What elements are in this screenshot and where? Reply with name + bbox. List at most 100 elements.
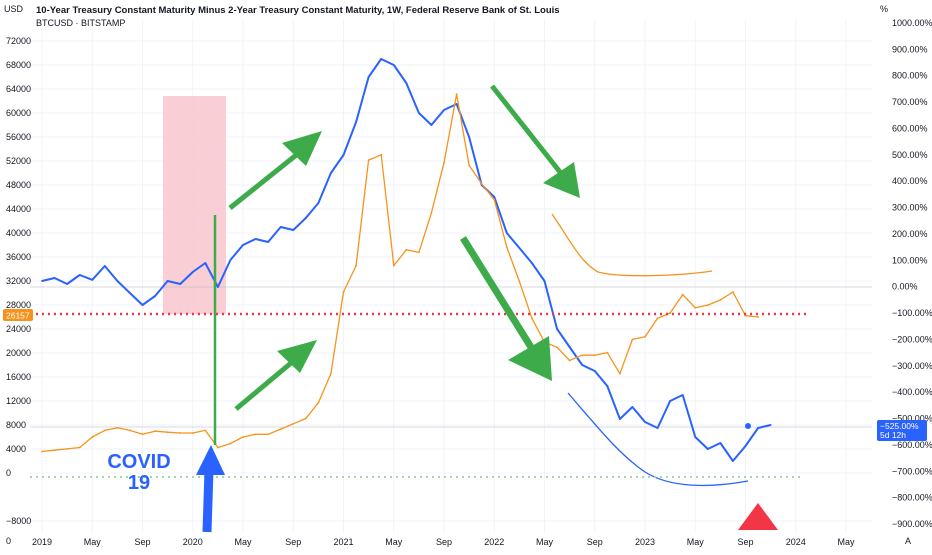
series-1-point [103,429,106,432]
left-tick-label: 20000 [6,348,31,358]
series-0-point [405,82,408,84]
series-0-point [166,280,169,282]
right-tick-label: 0.00% [892,282,918,292]
series-1-point [116,426,119,429]
series-1-point [78,446,81,449]
series-1-point [719,299,722,301]
series-1-point [179,432,182,434]
green-arrow-up-2 [234,340,317,411]
series-0-point [304,217,307,219]
series-1-point [91,436,94,438]
series-0-point [141,304,144,306]
percent-badge: −525.00% 5d 12h [877,420,927,441]
series-1-point [304,417,307,420]
x-tick-label: Sep [134,537,150,547]
series-1-point [191,432,194,434]
blue-arrow-up [196,445,225,533]
right-percent-axis[interactable]: 1000.00% 900.00% 800.00% 700.00% 600.00% 500.… [892,18,932,529]
series-0-point [581,364,584,366]
right-tick-label: −300.00% [892,361,932,371]
series-1-point [757,316,759,318]
green-arrow-up-1 [228,131,322,210]
left-tick-label: 72000 [6,36,31,46]
series-0-point [41,280,43,282]
left-tick-label: 44000 [6,204,31,214]
time-axis[interactable]: 2019 May Sep 2020 May Sep 2021 May Sep 2022 May Sep… [32,537,855,547]
right-tick-label: 900.00% [892,44,928,54]
series-0-point [568,346,571,348]
series-0-point [769,424,772,426]
x-tick-label: Sep [587,537,603,547]
x-tick-label: Sep [436,537,452,547]
left-price-axis[interactable]: 72000 68000 64000 60000 56000 52000 48000 44000… [6,36,31,526]
series-0-point [493,196,496,198]
right-tick-label: −400.00% [892,387,932,397]
series-0-point [154,295,157,297]
series-1-point [204,429,207,432]
series-1-point [418,251,420,254]
series-1-point [254,433,257,436]
left-axis-unit: USD [4,4,24,14]
right-tick-label: 700.00% [892,97,928,107]
series-0-point [593,370,596,372]
series-1-point [392,264,395,267]
series-1-point [681,293,684,296]
series-0-point [694,436,697,438]
x-tick-label: 2021 [333,537,353,547]
left-tick-label: 28000 [6,300,31,310]
series-1-point [154,430,157,433]
series-0-point [619,418,621,420]
right-tick-label: −600.00% [892,440,932,450]
series-1-point [593,354,596,357]
series-1-point [317,401,320,404]
right-tick-label: 800.00% [892,71,928,81]
x-tick-label: May [536,537,554,547]
series-0-point [505,232,508,234]
corner-left-label: 0 [6,536,11,546]
series-1-point [606,351,609,354]
series-1-point [41,450,43,453]
series-1-point [53,449,56,452]
series-1-point [619,372,621,375]
series-1-point [242,436,244,438]
series-0-point [380,58,383,60]
price-badge: 26157 [3,309,33,321]
series-1-point [292,422,295,425]
series-0-point [292,229,295,231]
series-1-point [129,429,131,432]
right-tick-label: 500.00% [892,150,928,160]
right-tick-label: 100.00% [892,255,928,265]
series-0-point [367,76,370,78]
percent-badge-time: 5d 12h [880,430,906,440]
series-1-point [455,93,458,96]
series-1-point [644,335,646,338]
blue-bowl-curve [567,392,749,487]
left-tick-label: 4000 [6,444,26,454]
series-1-point [279,428,282,430]
series-0-point [254,238,257,240]
series-1-point [694,306,697,309]
right-tick-label: −500.00% [892,414,932,424]
series-1-point [468,164,470,167]
right-axis-unit: % [880,4,888,14]
series-1-point [141,433,144,436]
auto-scale-button[interactable]: A [905,536,911,546]
series-1-point [229,442,232,445]
series-0-point [556,328,558,330]
series-1-point [706,304,709,306]
percent-badge-value: −525.00% [880,421,919,431]
left-tick-label: 48000 [6,180,31,190]
chart-title: 10-Year Treasury Constant Maturity Minus… [36,5,560,16]
series-0-point [518,247,521,249]
right-tick-label: 200.00% [892,229,928,239]
series-1-point [217,446,219,449]
x-tick-label: 2022 [484,537,504,547]
series-1-point [267,433,269,436]
series-1-point [581,354,584,357]
price-badge-text: 26157 [6,311,30,321]
series-0-point [732,460,734,462]
right-tick-label: 1000.00% [892,18,932,28]
left-tick-label: 8000 [6,420,26,430]
